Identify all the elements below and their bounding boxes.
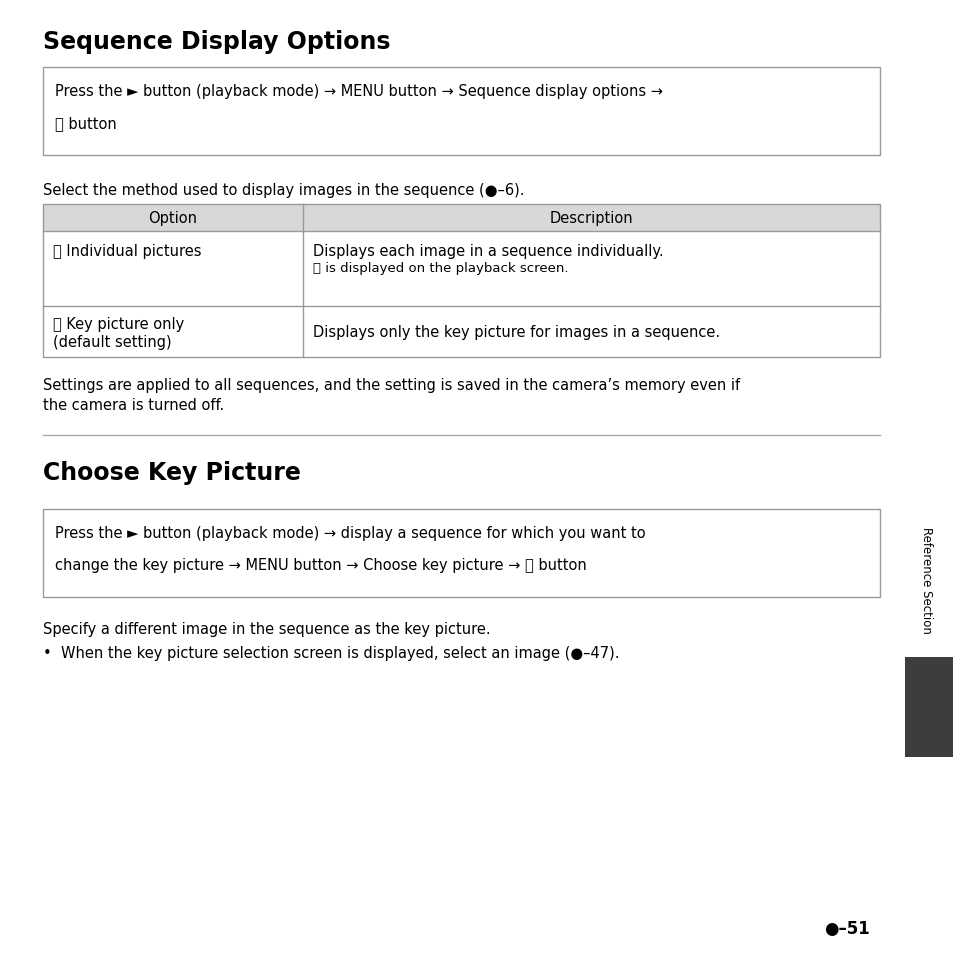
Text: change the key picture → MENU button → Choose key picture → Ⓢ button: change the key picture → MENU button → C… — [55, 558, 586, 573]
Text: Sequence Display Options: Sequence Display Options — [43, 30, 390, 54]
Bar — [43, 205, 879, 357]
Text: Press the ► button (playback mode) → display a sequence for which you want to: Press the ► button (playback mode) → dis… — [55, 525, 645, 540]
Text: ⬜ is displayed on the playback screen.: ⬜ is displayed on the playback screen. — [313, 262, 568, 274]
Text: •  When the key picture selection screen is displayed, select an image (●–47).: • When the key picture selection screen … — [43, 645, 618, 660]
Text: ⬜ Key picture only: ⬜ Key picture only — [53, 316, 184, 332]
Text: Press the ► button (playback mode) → MENU button → Sequence display options →: Press the ► button (playback mode) → MEN… — [55, 84, 662, 99]
Text: Settings are applied to all sequences, and the setting is saved in the camera’s : Settings are applied to all sequences, a… — [43, 377, 740, 393]
Text: Select the method used to display images in the sequence (●–6).: Select the method used to display images… — [43, 183, 524, 198]
Bar — [43, 205, 879, 232]
Bar — [904, 658, 953, 758]
Bar — [43, 510, 879, 598]
Text: Description: Description — [549, 211, 633, 226]
Text: the camera is turned off.: the camera is turned off. — [43, 397, 224, 413]
Text: Specify a different image in the sequence as the key picture.: Specify a different image in the sequenc… — [43, 621, 490, 637]
Text: Displays each image in a sequence individually.: Displays each image in a sequence indivi… — [313, 244, 663, 258]
Text: Displays only the key picture for images in a sequence.: Displays only the key picture for images… — [313, 325, 720, 339]
Text: Choose Key Picture: Choose Key Picture — [43, 460, 300, 484]
Text: Option: Option — [149, 211, 197, 226]
Text: ⬜ Individual pictures: ⬜ Individual pictures — [53, 244, 201, 258]
Text: (default setting): (default setting) — [53, 335, 172, 350]
Text: ●–51: ●–51 — [823, 919, 869, 937]
Bar — [43, 68, 879, 156]
Text: Reference Section: Reference Section — [920, 526, 933, 633]
Text: Ⓢ button: Ⓢ button — [55, 116, 116, 131]
